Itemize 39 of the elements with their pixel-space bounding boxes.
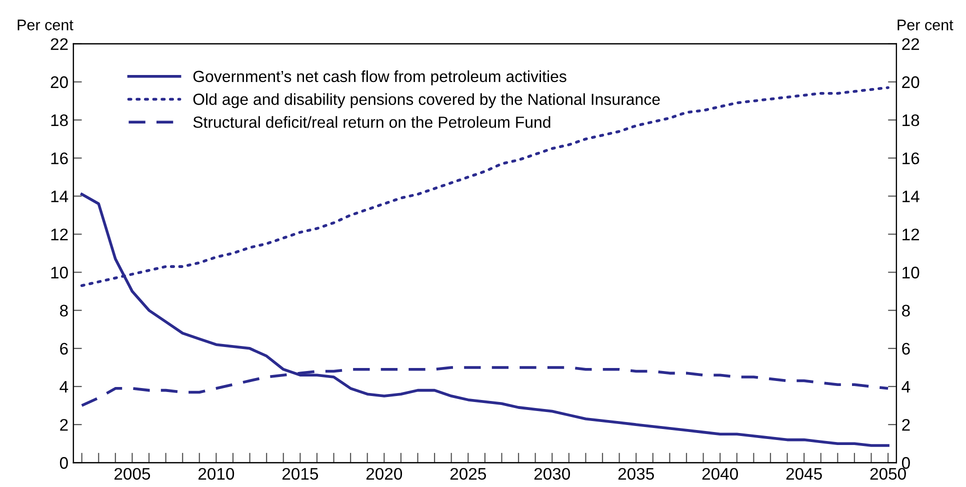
y-tick-label: 14 [51, 190, 68, 202]
y2-tick-label: 10 [902, 266, 920, 278]
y-tick-label: 6 [60, 342, 68, 355]
y2-tick-label: 20 [902, 76, 920, 88]
x-tick-label: 2020 [366, 468, 402, 480]
y2-tick-label: 2 [902, 418, 910, 431]
y-tick-label: 18 [51, 114, 68, 126]
y-tick-label: 12 [51, 228, 68, 240]
x-tick-label: 2030 [534, 468, 570, 480]
y-tick-label: 10 [51, 266, 68, 278]
x-tick-label: 2010 [198, 468, 234, 480]
y-tick-label: 8 [60, 304, 68, 317]
y2-tick-label: 18 [902, 114, 920, 126]
y2-axis-title: Per cent [898, 20, 954, 30]
legend-label: Old age and disability pensions covered by the National Insurance [193, 93, 660, 108]
y-axis-title: Per cent [18, 20, 74, 30]
y2-tick-label: 14 [902, 190, 920, 202]
y-tick-label: 22 [50, 38, 68, 50]
y2-tick-label: 16 [902, 152, 920, 164]
y-tick-label: 16 [51, 152, 68, 164]
x-tick-label: 2045 [786, 468, 822, 480]
legend-label: Structural deficit/real return on the Petroleum Fund [193, 116, 550, 128]
y2-tick-label: 8 [902, 304, 910, 317]
x-tick-label: 2015 [282, 468, 318, 480]
y-tick-label: 20 [50, 76, 68, 88]
y2-tick-label: 0 [902, 457, 910, 469]
y-tick-label: 4 [60, 381, 68, 393]
x-tick-label: 2005 [114, 468, 150, 480]
x-tick-label: 2050 [870, 468, 906, 480]
y2-tick-label: 6 [902, 342, 910, 355]
y-tick-label: 2 [60, 418, 68, 431]
y-tick-label: 0 [60, 457, 68, 469]
y2-tick-label: 4 [902, 381, 910, 393]
x-tick-label: 2035 [618, 468, 654, 480]
legend-label: Government’s net cash flow from petroleum activities [193, 70, 566, 86]
x-tick-label: 2025 [450, 468, 486, 480]
x-tick-label: 2040 [702, 468, 738, 480]
y2-tick-label: 12 [902, 228, 920, 240]
y2-tick-label: 22 [902, 38, 920, 50]
